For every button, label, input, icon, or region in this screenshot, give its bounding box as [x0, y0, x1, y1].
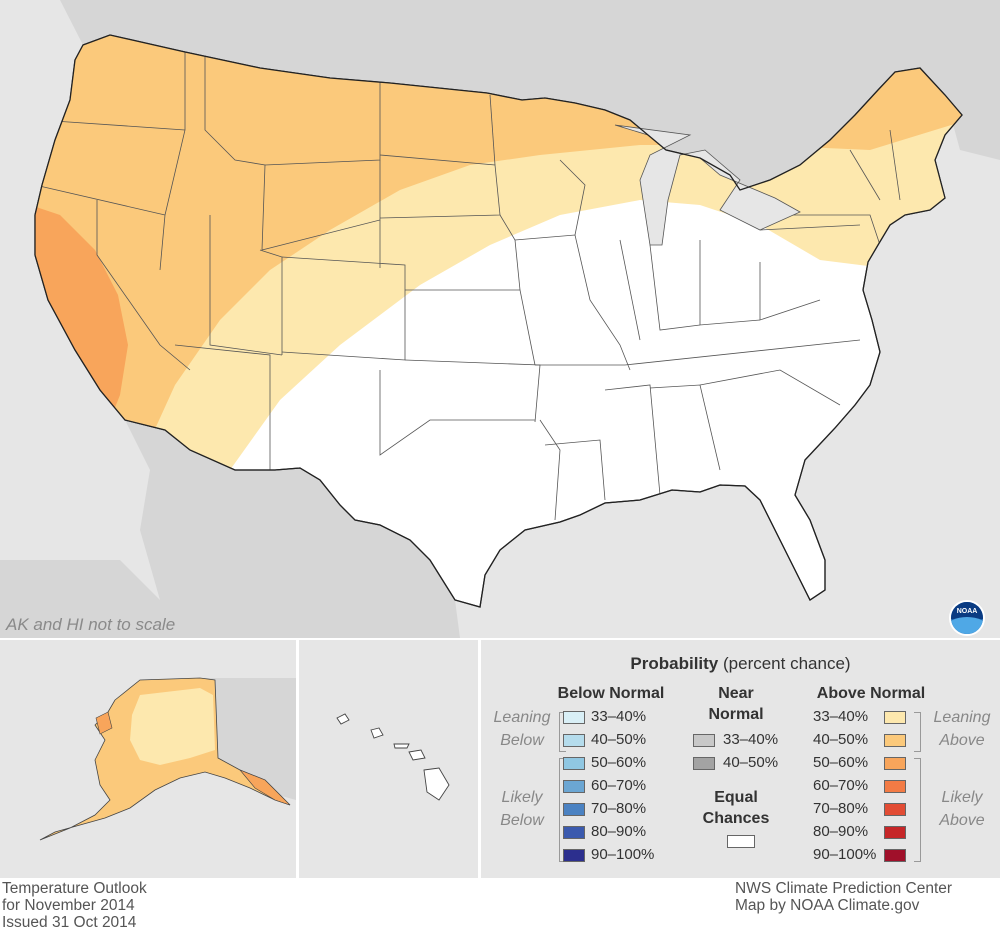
- hawaii-island-big: [423, 767, 450, 801]
- likely-above-bracket: [914, 758, 921, 862]
- alaska-likely-above: [95, 711, 113, 735]
- legend-title-main: Probability: [630, 654, 719, 673]
- outlook-title: Temperature Outlook: [2, 880, 147, 897]
- probability-legend: Probability (percent chance) Below Norma…: [481, 640, 1000, 878]
- near-normal-swatch: [693, 757, 715, 770]
- above-normal-swatch: [884, 780, 906, 793]
- issue-date: Issued 31 Oct 2014: [2, 914, 137, 931]
- legend-title-subtitle: (percent chance): [723, 654, 851, 673]
- below-normal-label: 33–40%: [591, 708, 647, 725]
- above-normal-label: 60–70%: [813, 777, 869, 794]
- alaska-leaning-above: [130, 688, 215, 765]
- above-normal-swatch: [884, 711, 906, 724]
- below-normal-label: 50–60%: [591, 754, 647, 771]
- below-normal-swatch: [563, 849, 585, 862]
- above-normal-swatch: [884, 826, 906, 839]
- mexico-landmass: [0, 420, 460, 638]
- likely-above-label: Likely Above: [939, 789, 985, 829]
- near-normal-label: 33–40%: [723, 731, 779, 748]
- below-normal-swatch: [563, 734, 585, 747]
- map-scale-note: AK and HI not to scale: [6, 615, 176, 634]
- below-normal-label: 40–50%: [591, 731, 647, 748]
- hawaii-island-molokai: [393, 743, 410, 749]
- leaning-below-label: Leaning Below: [493, 709, 551, 749]
- below-normal-swatch: [563, 826, 585, 839]
- below-normal-swatch: [563, 757, 585, 770]
- hawaii-inset-map: [299, 640, 478, 878]
- alaska-inset-map: [0, 640, 296, 878]
- likely-below-label: Likely Below: [500, 789, 544, 829]
- outlook-title-block: Temperature Outlook for November 2014 Is…: [2, 880, 147, 931]
- credit-climate-gov: Map by NOAA Climate.gov: [735, 897, 920, 914]
- near-normal-heading: Near Normal: [708, 685, 764, 723]
- above-normal-label: 70–80%: [813, 800, 869, 817]
- hawaii-island-oahu: [370, 727, 384, 739]
- leaning-below-bracket: [559, 712, 566, 752]
- near-normal-label: 40–50%: [723, 754, 779, 771]
- hawaii-island-kauai: [336, 713, 350, 725]
- above-normal-label: 80–90%: [813, 823, 869, 840]
- below-normal-heading: Below Normal: [557, 685, 665, 702]
- above-normal-label: 40–50%: [813, 731, 869, 748]
- leaning-above-bracket: [914, 712, 921, 752]
- below-normal-label: 90–100%: [591, 846, 655, 863]
- leaning-above-label: Leaning Above: [933, 709, 991, 749]
- above-normal-heading: Above Normal: [816, 685, 926, 702]
- below-normal-label: 80–90%: [591, 823, 647, 840]
- legend-title: Probability (percent chance): [481, 654, 1000, 674]
- hawaii-island-maui: [408, 749, 426, 761]
- below-normal-label: 60–70%: [591, 777, 647, 794]
- outlook-period: for November 2014: [2, 897, 135, 914]
- above-normal-swatch: [884, 757, 906, 770]
- below-normal-swatch: [563, 803, 585, 816]
- near-normal-swatch: [693, 734, 715, 747]
- above-normal-swatch: [884, 849, 906, 862]
- equal-chances-heading: Equal Chances: [702, 789, 770, 827]
- below-normal-swatch: [563, 780, 585, 793]
- contiguous-us-map: AK and HI not to scale NOAA: [0, 0, 1000, 638]
- above-normal-label: 33–40%: [813, 708, 869, 725]
- above-normal-label: 90–100%: [813, 846, 877, 863]
- noaa-logo: NOAA: [949, 600, 985, 636]
- credits-block: NWS Climate Prediction Center Map by NOA…: [735, 880, 952, 914]
- above-normal-swatch: [884, 803, 906, 816]
- above-normal-label: 50–60%: [813, 754, 869, 771]
- credit-cpc: NWS Climate Prediction Center: [735, 880, 953, 897]
- likely-below-bracket: [559, 758, 566, 862]
- below-normal-swatch: [563, 711, 585, 724]
- above-normal-swatch: [884, 734, 906, 747]
- equal-chances-swatch: [727, 835, 755, 848]
- below-normal-label: 70–80%: [591, 800, 647, 817]
